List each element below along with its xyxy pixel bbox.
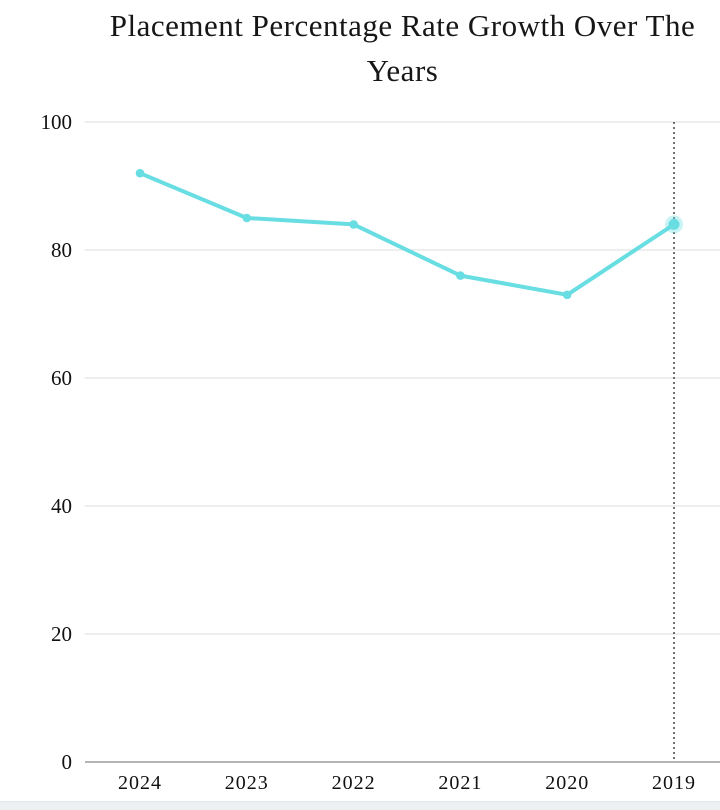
y-tick-label: 40	[51, 494, 72, 518]
y-tick-label: 0	[62, 750, 73, 774]
chart-title: Placement Percentage Rate Growth Over Th…	[109, 8, 696, 88]
x-tick-label: 2023	[225, 772, 269, 794]
x-tick-label: 2021	[438, 772, 482, 794]
x-tick-label: 2024	[118, 772, 162, 794]
data-point-2019[interactable]	[668, 218, 680, 230]
x-tick-label: 2022	[332, 772, 376, 794]
data-point-2024[interactable]	[135, 168, 145, 178]
y-tick-label: 20	[51, 622, 72, 646]
y-tick-label: 60	[51, 366, 72, 390]
x-tick-label: 2020	[545, 772, 589, 794]
data-point-2020[interactable]	[562, 290, 572, 300]
series-line	[138, 171, 676, 297]
data-point-2022[interactable]	[349, 220, 358, 229]
y-tick-label: 100	[41, 110, 73, 134]
data-point-2023[interactable]	[242, 213, 252, 223]
y-tick-label: 80	[51, 238, 72, 262]
data-point-2021[interactable]	[456, 271, 465, 280]
footer-strip	[0, 801, 720, 810]
x-tick-label: 2019	[652, 772, 696, 794]
